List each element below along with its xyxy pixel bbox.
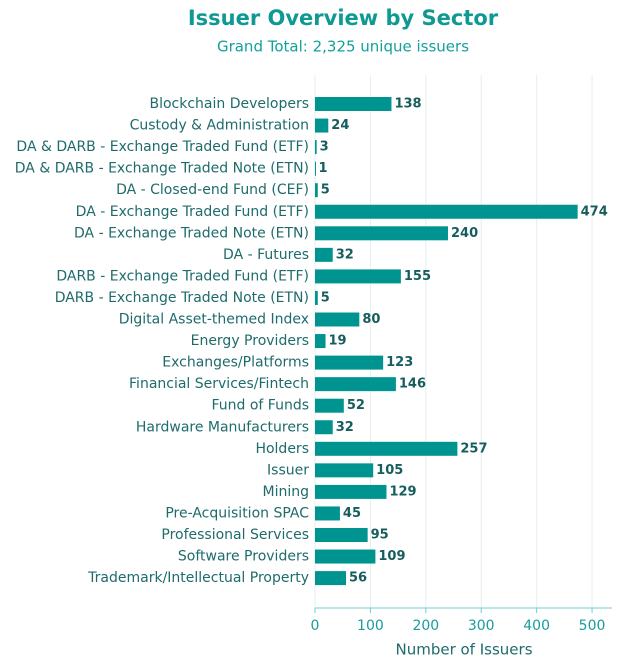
- bar: [315, 97, 392, 111]
- bar: [315, 377, 396, 392]
- value-label: 5: [321, 290, 330, 305]
- y-tick-label: Hardware Manufacturers: [136, 419, 309, 435]
- y-tick-label: Mining: [263, 484, 310, 500]
- y-tick-label: DA & DARB - Exchange Traded Fund (ETF): [16, 139, 309, 155]
- value-label: 109: [378, 549, 405, 564]
- y-tick-label: Professional Services: [161, 527, 309, 543]
- value-label: 95: [371, 528, 389, 543]
- value-label: 129: [389, 484, 416, 499]
- value-label: 45: [343, 506, 361, 521]
- value-label: 5: [321, 183, 330, 198]
- value-label: 19: [329, 334, 347, 349]
- y-tick-label: DA - Closed-end Fund (CEF): [116, 182, 309, 198]
- x-tick-label: 200: [412, 618, 439, 634]
- value-label: 24: [331, 118, 349, 133]
- x-tick-label: 100: [357, 618, 384, 634]
- value-label: 52: [347, 398, 365, 413]
- bar: [315, 290, 318, 305]
- value-label: 3: [320, 140, 329, 155]
- y-tick-label: DARB - Exchange Traded Fund (ETF): [56, 268, 309, 284]
- y-tick-label: DA - Exchange Traded Fund (ETF): [76, 204, 309, 220]
- x-tick-label: 0: [311, 618, 320, 634]
- y-tick-label: Issuer: [267, 462, 309, 478]
- bar: [315, 355, 384, 370]
- y-tick-label: DA - Exchange Traded Note (ETN): [74, 225, 309, 241]
- y-tick-label: DA - Futures: [223, 247, 309, 263]
- y-tick-label: DA & DARB - Exchange Traded Note (ETN): [15, 161, 309, 177]
- value-label: 32: [336, 247, 354, 262]
- bar: [315, 118, 329, 133]
- bar: [315, 463, 374, 478]
- bar: [315, 484, 387, 499]
- bar: [315, 140, 317, 155]
- bar: [315, 571, 347, 586]
- bar: [315, 161, 316, 176]
- bar: [315, 226, 448, 241]
- y-tick-label: Energy Providers: [191, 333, 309, 349]
- y-tick-label: Pre-Acquisition SPAC: [165, 505, 309, 521]
- x-tick-label: 500: [579, 618, 606, 634]
- value-label: 32: [336, 420, 354, 435]
- x-axis-label: Number of Issuers: [395, 641, 532, 659]
- bar: [315, 398, 344, 413]
- value-label: 155: [404, 269, 431, 284]
- bar: [315, 506, 340, 521]
- bar: [315, 441, 458, 456]
- x-tick-label: 400: [523, 618, 550, 634]
- value-label: 1: [319, 161, 328, 176]
- chart-subtitle: Grand Total: 2,325 unique issuers: [217, 38, 469, 56]
- value-label: 105: [376, 463, 403, 478]
- bar: [315, 549, 376, 564]
- y-tick-label: Custody & Administration: [130, 118, 309, 134]
- y-tick-label: Holders: [255, 441, 309, 457]
- bar: [315, 420, 333, 435]
- value-label: 240: [451, 226, 478, 241]
- chart-title: Issuer Overview by Sector: [188, 6, 499, 30]
- bar: [315, 269, 401, 284]
- y-tick-label: Fund of Funds: [211, 398, 309, 414]
- value-label: 257: [460, 441, 487, 456]
- bar: [315, 247, 333, 262]
- bar: [315, 183, 318, 198]
- y-tick-label: Exchanges/Platforms: [162, 355, 309, 371]
- value-label: 474: [581, 204, 608, 219]
- value-label: 80: [362, 312, 380, 327]
- bar: [315, 334, 326, 349]
- y-tick-label: Financial Services/Fintech: [129, 376, 309, 392]
- x-tick-label: 300: [468, 618, 495, 634]
- value-label: 138: [394, 97, 421, 112]
- bar: [315, 204, 578, 219]
- y-tick-label: Blockchain Developers: [149, 96, 309, 112]
- bar: [315, 312, 360, 327]
- value-label: 146: [399, 377, 426, 392]
- y-tick-label: Software Providers: [178, 549, 309, 565]
- y-tick-label: DARB - Exchange Traded Note (ETN): [55, 290, 309, 306]
- y-tick-label: Digital Asset-themed Index: [119, 312, 309, 328]
- value-label: 123: [386, 355, 413, 370]
- bar: [315, 528, 368, 542]
- value-label: 56: [349, 571, 367, 586]
- y-tick-label: Trademark/Intellectual Property: [87, 570, 309, 586]
